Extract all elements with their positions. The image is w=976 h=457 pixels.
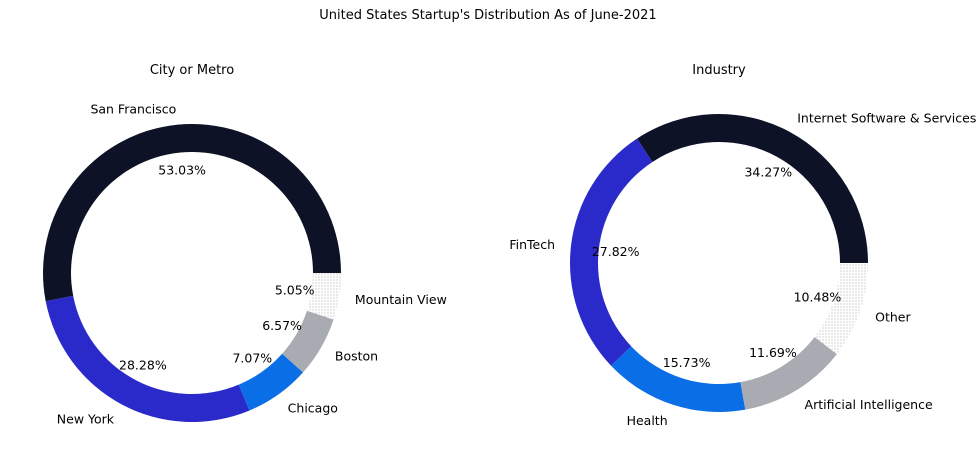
- industry-slice-health: [611, 346, 746, 412]
- city-category-label-chicago: Chicago: [288, 400, 338, 415]
- figure-suptitle: United States Startup's Distribution As …: [319, 8, 656, 23]
- city-slice-mountain-view: [306, 273, 341, 320]
- city-category-label-mountain-view: Mountain View: [355, 292, 447, 307]
- industry-category-label-internet-software-and-services: Internet Software & Services: [797, 111, 976, 126]
- city-pct-label-mountain-view: 5.05%: [275, 282, 315, 297]
- city-pct-label-san-francisco: 53.03%: [158, 162, 206, 177]
- city-category-label-san-francisco: San Francisco: [90, 102, 176, 117]
- city-category-label-boston: Boston: [335, 349, 378, 364]
- industry-category-label-artificial-intelligence: Artificial Intelligence: [805, 397, 933, 412]
- industry-pct-label-artificial-intelligence: 11.69%: [749, 345, 797, 360]
- industry-slice-internet-software-and-services: [637, 114, 868, 263]
- city-slice-new-york: [45, 295, 250, 422]
- industry-chart-title: Industry: [692, 63, 746, 78]
- city-pct-label-new-york: 28.28%: [119, 358, 167, 373]
- industry-slice-other: [814, 263, 868, 355]
- city-chart-title: City or Metro: [150, 63, 234, 78]
- city-pct-label-chicago: 7.07%: [232, 351, 272, 366]
- city-category-label-new-york: New York: [57, 411, 115, 426]
- industry-category-label-fintech: FinTech: [509, 237, 555, 252]
- city-slice-san-francisco: [43, 124, 341, 302]
- industry-category-label-other: Other: [875, 309, 911, 324]
- industry-pct-label-health: 15.73%: [663, 355, 711, 370]
- industry-pct-label-other: 10.48%: [794, 290, 842, 305]
- city-donut-chart: City or Metro 53.03% San Francisco 28.28% N…: [43, 63, 447, 426]
- city-slice-boston: [282, 310, 334, 373]
- industry-category-label-health: Health: [627, 413, 668, 428]
- industry-donut-chart: Industry 34.27% Internet Software & Servi…: [509, 63, 976, 428]
- industry-pct-label-internet-software-and-services: 34.27%: [744, 164, 792, 179]
- industry-pct-label-fintech: 27.82%: [592, 244, 640, 259]
- city-slice-chicago: [238, 353, 304, 411]
- industry-slice-fintech: [570, 138, 653, 366]
- city-pct-label-boston: 6.57%: [262, 318, 302, 333]
- industry-slice-artificial-intelligence: [740, 337, 837, 410]
